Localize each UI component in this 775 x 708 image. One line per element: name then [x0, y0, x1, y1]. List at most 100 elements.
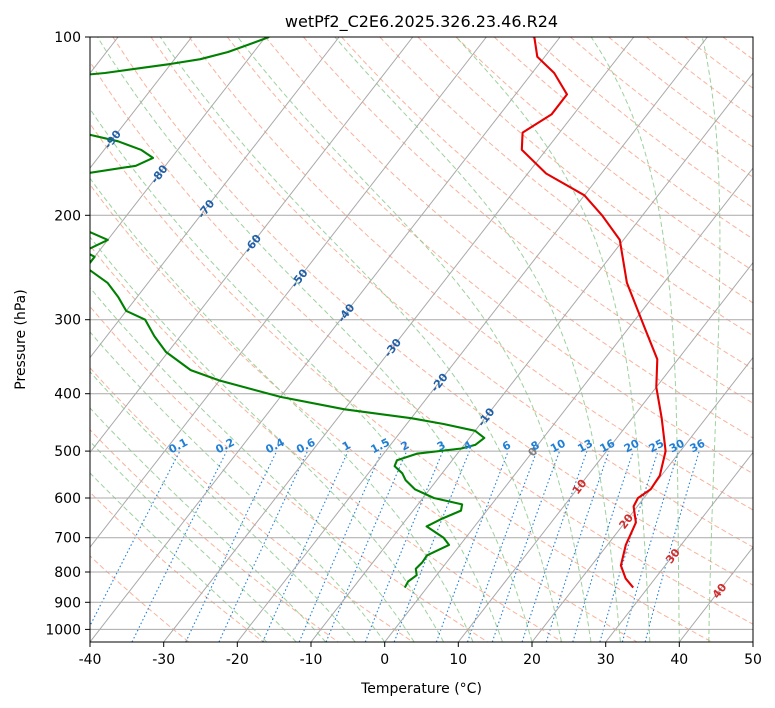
isotherm-line — [384, 167, 753, 642]
mixing-ratio-line — [325, 450, 408, 642]
moist-adiabat-line — [90, 440, 297, 642]
mixing-ratio-label: 30 — [667, 437, 687, 456]
mixing-ratio-line — [435, 450, 509, 642]
dry-adiabat-line — [90, 122, 712, 642]
isotherm-line — [605, 451, 753, 642]
y-tick-label: 400 — [54, 387, 81, 403]
y-tick-label: 100 — [54, 30, 81, 46]
mixing-ratio-label: 0.6 — [294, 436, 318, 457]
y-axis: 100 200 300 400 500 600 700 800 900 1000 — [45, 30, 90, 638]
y-tick-label: 500 — [54, 444, 81, 460]
dry-adiabat-line — [150, 37, 753, 548]
isotherm-label: -10 — [475, 405, 498, 429]
mixing-ratio-label: 0.2 — [213, 436, 236, 457]
isotherm-label: 30 — [663, 546, 683, 566]
moist-adiabat-line — [90, 108, 503, 642]
isotherm-line — [90, 37, 561, 642]
dry-adiabat-line — [684, 37, 753, 89]
dry-adiabat-line — [265, 37, 753, 439]
isotherm-line — [90, 37, 340, 359]
temperature-line — [520, 37, 667, 589]
dry-adiabat-line — [226, 37, 753, 475]
isotherm-line — [752, 641, 753, 642]
isotherm-label: -60 — [242, 232, 265, 256]
mixing-ratio-line — [218, 450, 308, 642]
moist-adiabat-line — [701, 37, 721, 642]
isotherm-label: -80 — [148, 162, 171, 186]
y-tick-label: 700 — [54, 531, 81, 547]
isotherm-line — [457, 261, 753, 642]
mixing-ratio-line — [491, 450, 561, 642]
dry-adiabat-line — [455, 37, 753, 272]
mixing-ratio-label: 36 — [688, 437, 708, 456]
mixing-ratio-label: 0.1 — [167, 436, 190, 457]
dry-adiabat-line — [90, 428, 339, 642]
dry-adiabat-line — [90, 61, 753, 625]
moist-adiabat-line — [159, 37, 562, 642]
mixing-ratio-label: 25 — [647, 437, 667, 456]
moist-adiabat-line — [237, 37, 592, 642]
mixing-ratio-line — [521, 450, 588, 642]
y-tick-label: 800 — [54, 565, 81, 581]
x-axis: -40 -30 -20 -10 0 10 20 30 40 50 — [79, 642, 762, 668]
isotherm-label: -70 — [195, 197, 218, 221]
y-axis-title: Pressure (hPa) — [13, 289, 29, 389]
y-tick-label: 1000 — [45, 622, 81, 638]
isotherm-line — [236, 37, 708, 642]
mixing-ratio-line — [364, 450, 444, 642]
dry-adiabat-line — [112, 37, 753, 586]
x-axis-title: Temperature (°C) — [360, 681, 482, 697]
x-tick-label: 50 — [744, 652, 762, 668]
moist-adiabat-line — [334, 37, 621, 642]
isotherm-line — [163, 37, 635, 642]
y-tick-label: 900 — [54, 595, 81, 611]
moist-adiabat-line — [90, 472, 268, 642]
moist-adiabat-line — [590, 37, 680, 642]
moist-adiabat-line — [90, 407, 327, 642]
mixing-ratio-label: 16 — [598, 437, 618, 456]
isotherm-line — [90, 37, 414, 454]
dry-adiabat-line — [722, 37, 753, 60]
x-tick-label: -40 — [79, 652, 102, 668]
x-tick-label: -30 — [152, 652, 175, 668]
profile-lines — [90, 37, 667, 589]
dry-adiabat-line — [90, 305, 488, 642]
mixing-ratio-label: 1.5 — [369, 436, 392, 457]
mixing-ratio-line — [466, 450, 538, 642]
dewpoint-line — [90, 37, 486, 589]
x-tick-label: 10 — [449, 652, 467, 668]
dry-adiabat-line — [90, 183, 638, 642]
mixing-ratio-label: 20 — [622, 437, 642, 456]
mixing-ratio-line — [572, 450, 634, 642]
mixing-ratio-labels: 0.1 0.2 0.4 0.6 1 1.5 2 3 4 6 8 10 13 16 20 25 30 36 — [167, 436, 708, 457]
mixing-ratio-line — [621, 450, 680, 642]
dry-adiabat-line — [761, 37, 775, 642]
dry-adiabat-line — [493, 37, 753, 240]
x-tick-label: 40 — [670, 652, 688, 668]
plot-frame — [89, 36, 754, 643]
y-tick-label: 600 — [54, 491, 81, 507]
x-tick-label: -10 — [300, 652, 323, 668]
moist-adiabat-line — [90, 177, 474, 642]
mixing-ratio-line — [262, 450, 349, 642]
dry-adiabat-line — [341, 37, 753, 370]
mixing-ratio-line — [131, 450, 228, 642]
dry-adiabat-line — [90, 244, 563, 642]
moist-adiabat-line — [90, 236, 445, 642]
moist-adiabat-line — [455, 37, 651, 642]
plot-area: -100-90-80-70-60-50-40-30-20-10010203040… — [90, 37, 775, 642]
moist-adiabats — [90, 37, 721, 642]
isotherm-line — [90, 37, 193, 169]
isotherm-label: -20 — [428, 371, 451, 395]
dry-adiabat-line — [531, 37, 753, 209]
mixing-ratio-label: 10 — [548, 437, 568, 456]
isotherm-line — [531, 356, 753, 642]
dry-adiabat-line — [417, 37, 753, 304]
isotherm-label: 40 — [710, 581, 730, 601]
dry-adiabat-line — [90, 491, 264, 642]
dry-adiabat-line — [379, 37, 753, 337]
isotherm-line — [90, 37, 266, 264]
dry-adiabat-line — [90, 555, 190, 642]
